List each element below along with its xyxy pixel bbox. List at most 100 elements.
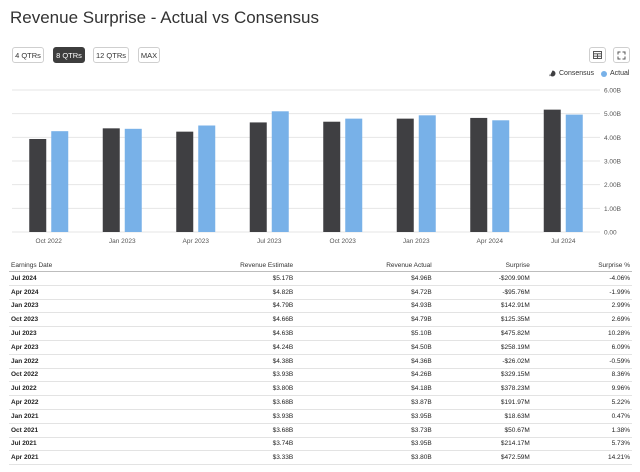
table-row: Jan 2021 $3.93B $3.95B $18.63M 0.47% bbox=[9, 409, 632, 424]
legend-consensus-label: Consensus bbox=[559, 70, 595, 77]
table-cell: $472.59M bbox=[433, 450, 532, 466]
table-row: Oct 2023 $4.66B $4.79B $125.35M 2.69% bbox=[9, 312, 632, 328]
column-header[interactable]: Revenue Actual bbox=[295, 260, 434, 272]
table-cell: -$26.02M bbox=[433, 354, 532, 369]
table-cell: $191.97M bbox=[433, 395, 532, 410]
actual-bar bbox=[418, 115, 436, 232]
table-cell: 2.69% bbox=[531, 312, 632, 328]
actual-bar bbox=[51, 131, 69, 232]
table-cell: $4.96B bbox=[295, 271, 434, 286]
table-cell: $50.67M bbox=[433, 423, 532, 438]
actual-bar bbox=[345, 118, 363, 232]
x-tick-label: Jul 2024 bbox=[551, 238, 576, 245]
table-row: Jul 2022 $3.80B $4.18B $378.23M 9.96% bbox=[9, 381, 632, 397]
actual-bar bbox=[198, 125, 216, 232]
consensus-bar bbox=[29, 138, 47, 232]
revenue-bar-chart: 0.00 1.00B 2.00B 3.00B 4.00B 5.00B 6.00B Oct 20… bbox=[12, 88, 621, 245]
table-cell: Jul 2021 bbox=[9, 437, 136, 452]
table-cell: -4.06% bbox=[531, 271, 632, 286]
table-cell: -1.99% bbox=[531, 285, 632, 300]
table-cell: 10.28% bbox=[531, 326, 632, 341]
actual-marker-icon bbox=[601, 70, 607, 77]
table-cell: $4.63B bbox=[135, 326, 296, 341]
table-cell: Jul 2022 bbox=[9, 381, 136, 397]
table-cell: $4.79B bbox=[295, 312, 434, 328]
column-header[interactable]: Surprise % bbox=[531, 260, 632, 272]
consensus-marker-icon bbox=[549, 70, 556, 77]
table-cell: $4.93B bbox=[295, 299, 434, 314]
table-cell: $125.35M bbox=[433, 312, 532, 328]
table-cell: $214.17M bbox=[433, 437, 532, 452]
table-cell: 1.38% bbox=[531, 423, 632, 438]
table-cell: -$209.90M bbox=[433, 271, 532, 286]
y-tick-label: 1.00B bbox=[604, 206, 621, 213]
table-cell: 0.47% bbox=[531, 409, 632, 424]
table-cell: $4.36B bbox=[295, 354, 434, 369]
consensus-bar bbox=[396, 118, 414, 232]
table-cell: 5.73% bbox=[531, 437, 632, 452]
table-cell: Apr 2022 bbox=[9, 395, 136, 410]
table-cell: $3.80B bbox=[295, 450, 434, 466]
actual-bar bbox=[565, 114, 583, 232]
range-12qtrs-button[interactable]: 12 QTRs bbox=[93, 47, 129, 63]
y-tick-label: 3.00B bbox=[604, 159, 621, 166]
table-cell: $4.50B bbox=[295, 340, 434, 355]
legend-consensus[interactable]: Consensus bbox=[549, 70, 594, 77]
y-tick-label: 2.00B bbox=[604, 182, 621, 189]
consensus-bar bbox=[176, 131, 194, 232]
x-tick-label: Jul 2023 bbox=[257, 238, 282, 245]
table-cell: $329.15M bbox=[433, 368, 532, 383]
table-cell: $4.79B bbox=[135, 299, 296, 314]
table-cell: $4.24B bbox=[135, 340, 296, 355]
table-row: Apr 2023 $4.24B $4.50B $258.19M 6.09% bbox=[9, 340, 632, 355]
table-cell: $4.38B bbox=[135, 354, 296, 369]
column-header[interactable]: Earnings Date bbox=[9, 260, 136, 272]
table-cell: $5.17B bbox=[135, 271, 296, 286]
table-cell: 6.09% bbox=[531, 340, 632, 355]
table-cell: $475.82M bbox=[433, 326, 532, 341]
table-cell: -0.59% bbox=[531, 354, 632, 369]
table-cell: -$95.76M bbox=[433, 285, 532, 300]
table-row: Apr 2022 $3.68B $3.87B $191.97M 5.22% bbox=[9, 395, 632, 410]
column-header[interactable]: Surprise bbox=[433, 260, 532, 272]
table-cell: Oct 2023 bbox=[9, 312, 136, 328]
consensus-bar bbox=[323, 121, 341, 232]
x-tick-label: Jan 2023 bbox=[403, 238, 430, 245]
legend-actual[interactable]: Actual bbox=[601, 70, 629, 77]
table-cell: 14.21% bbox=[531, 450, 632, 466]
table-cell: $3.93B bbox=[135, 409, 296, 424]
table-cell: Jan 2021 bbox=[9, 409, 136, 424]
table-cell: 8.36% bbox=[531, 368, 632, 383]
y-tick-label: 0.00 bbox=[604, 230, 617, 237]
table-cell: Apr 2021 bbox=[9, 450, 136, 466]
column-header[interactable]: Revenue Estimate bbox=[135, 260, 296, 272]
table-cell: 2.99% bbox=[531, 299, 632, 314]
expand-button[interactable] bbox=[613, 47, 630, 63]
consensus-bar bbox=[470, 117, 488, 232]
table-cell: Oct 2021 bbox=[9, 423, 136, 438]
table-body: Jul 2024 $5.17B $4.96B -$209.90M -4.06% Apr 2… bbox=[9, 271, 632, 466]
table-cell: Jul 2023 bbox=[9, 326, 136, 341]
table-cell: $3.68B bbox=[135, 423, 296, 438]
table-cell: Oct 2022 bbox=[9, 368, 136, 383]
table-row: Jan 2023 $4.79B $4.93B $142.91M 2.99% bbox=[9, 299, 632, 314]
earnings-table: Earnings Date Revenue Estimate Revenue Act… bbox=[9, 260, 632, 466]
y-tick-label: 4.00B bbox=[604, 135, 621, 142]
table-cell: $3.68B bbox=[135, 395, 296, 410]
range-max-button[interactable]: MAX bbox=[138, 47, 160, 63]
table-cell: $3.80B bbox=[135, 381, 296, 397]
table-row: Oct 2021 $3.68B $3.73B $50.67M 1.38% bbox=[9, 423, 632, 438]
table-view-button[interactable] bbox=[589, 47, 606, 63]
range-8qtrs-button[interactable]: 8 QTRs bbox=[53, 47, 85, 63]
table-row: Oct 2022 $3.93B $4.26B $329.15M 8.36% bbox=[9, 368, 632, 383]
range-4qtrs-button[interactable]: 4 QTRs bbox=[12, 47, 44, 63]
x-tick-label: Apr 2024 bbox=[477, 238, 504, 245]
consensus-bar bbox=[543, 109, 561, 232]
consensus-bar bbox=[249, 122, 267, 232]
table-row: Jan 2022 $4.38B $4.36B -$26.02M -0.59% bbox=[9, 354, 632, 369]
x-tick-label: Oct 2022 bbox=[36, 238, 63, 245]
table-cell: $4.18B bbox=[295, 381, 434, 397]
table-row: Jul 2024 $5.17B $4.96B -$209.90M -4.06% bbox=[9, 271, 632, 286]
table-row: Apr 2021 $3.33B $3.80B $472.59M 14.21% bbox=[9, 450, 632, 466]
table-cell: $5.10B bbox=[295, 326, 434, 341]
